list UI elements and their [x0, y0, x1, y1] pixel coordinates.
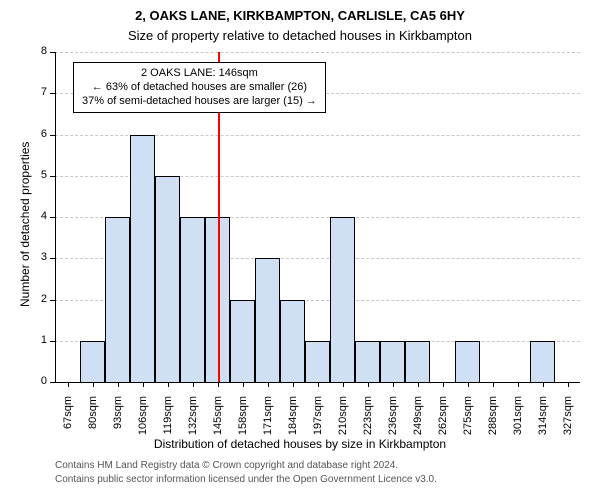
x-tick-label: 223sqm	[362, 396, 374, 446]
x-tick	[218, 382, 219, 387]
x-tick-label: 288sqm	[487, 396, 499, 446]
x-tick	[93, 382, 94, 387]
histogram-bar	[405, 341, 430, 382]
x-tick	[368, 382, 369, 387]
x-tick-label: 262sqm	[437, 396, 449, 446]
chart-title-address: 2, OAKS LANE, KIRKBAMPTON, CARLISLE, CA5…	[0, 8, 600, 23]
x-tick-label: 106sqm	[137, 396, 149, 446]
x-tick-label: 210sqm	[337, 396, 349, 446]
histogram-bar	[380, 341, 405, 382]
x-tick	[143, 382, 144, 387]
x-tick-label: 119sqm	[162, 396, 174, 446]
x-tick-label: 80sqm	[87, 396, 99, 446]
histogram-bar	[80, 341, 105, 382]
y-tick-label: 5	[27, 169, 47, 181]
chart-subtitle: Size of property relative to detached ho…	[0, 28, 600, 43]
y-tick-label: 2	[27, 293, 47, 305]
x-tick	[568, 382, 569, 387]
x-tick	[268, 382, 269, 387]
x-tick-label: 314sqm	[537, 396, 549, 446]
x-tick	[443, 382, 444, 387]
x-tick	[118, 382, 119, 387]
histogram-bar	[305, 341, 330, 382]
histogram-bar	[105, 217, 130, 382]
x-tick-label: 249sqm	[412, 396, 424, 446]
x-tick-label: 93sqm	[112, 396, 124, 446]
x-tick-label: 184sqm	[287, 396, 299, 446]
x-tick-label: 67sqm	[62, 396, 74, 446]
histogram-bar	[230, 300, 255, 383]
legend-line-3: 37% of semi-detached houses are larger (…	[82, 95, 317, 109]
y-tick-label: 8	[27, 45, 47, 57]
legend-line-2: ← 63% of detached houses are smaller (26…	[82, 81, 317, 95]
marker-legend-box: 2 OAKS LANE: 146sqm ← 63% of detached ho…	[73, 62, 326, 113]
legend-line-1: 2 OAKS LANE: 146sqm	[82, 67, 317, 81]
y-tick-label: 6	[27, 128, 47, 140]
histogram-bar	[330, 217, 355, 382]
x-tick	[493, 382, 494, 387]
y-tick-label: 0	[27, 375, 47, 387]
x-tick-label: 197sqm	[312, 396, 324, 446]
x-tick-label: 327sqm	[562, 396, 574, 446]
chart-container: { "chart": { "type": "histogram", "title…	[0, 0, 600, 500]
histogram-bar	[155, 176, 180, 382]
histogram-bar	[280, 300, 305, 383]
footnote-line-2: Contains public sector information licen…	[55, 474, 437, 485]
histogram-bar	[180, 217, 205, 382]
histogram-bar	[455, 341, 480, 382]
histogram-bar	[355, 341, 380, 382]
x-tick	[518, 382, 519, 387]
x-tick	[318, 382, 319, 387]
x-tick	[468, 382, 469, 387]
x-tick	[343, 382, 344, 387]
x-tick	[168, 382, 169, 387]
x-tick	[543, 382, 544, 387]
histogram-bar	[130, 135, 155, 383]
y-tick-label: 4	[27, 210, 47, 222]
x-tick	[193, 382, 194, 387]
x-tick	[418, 382, 419, 387]
y-tick-label: 3	[27, 251, 47, 263]
x-tick	[393, 382, 394, 387]
x-tick-label: 275sqm	[462, 396, 474, 446]
x-tick-label: 145sqm	[212, 396, 224, 446]
x-tick-label: 132sqm	[187, 396, 199, 446]
x-tick	[293, 382, 294, 387]
grid-line	[55, 52, 580, 54]
x-tick-label: 171sqm	[262, 396, 274, 446]
x-tick-label: 158sqm	[237, 396, 249, 446]
y-tick-label: 7	[27, 86, 47, 98]
x-tick	[68, 382, 69, 387]
x-tick-label: 236sqm	[387, 396, 399, 446]
histogram-bar	[255, 258, 280, 382]
footnote-line-1: Contains HM Land Registry data © Crown c…	[55, 460, 398, 471]
histogram-bar	[530, 341, 555, 382]
y-tick-label: 1	[27, 334, 47, 346]
x-tick-label: 301sqm	[512, 396, 524, 446]
y-axis	[55, 52, 56, 382]
y-axis-label: Number of detached properties	[18, 142, 32, 307]
x-tick	[243, 382, 244, 387]
